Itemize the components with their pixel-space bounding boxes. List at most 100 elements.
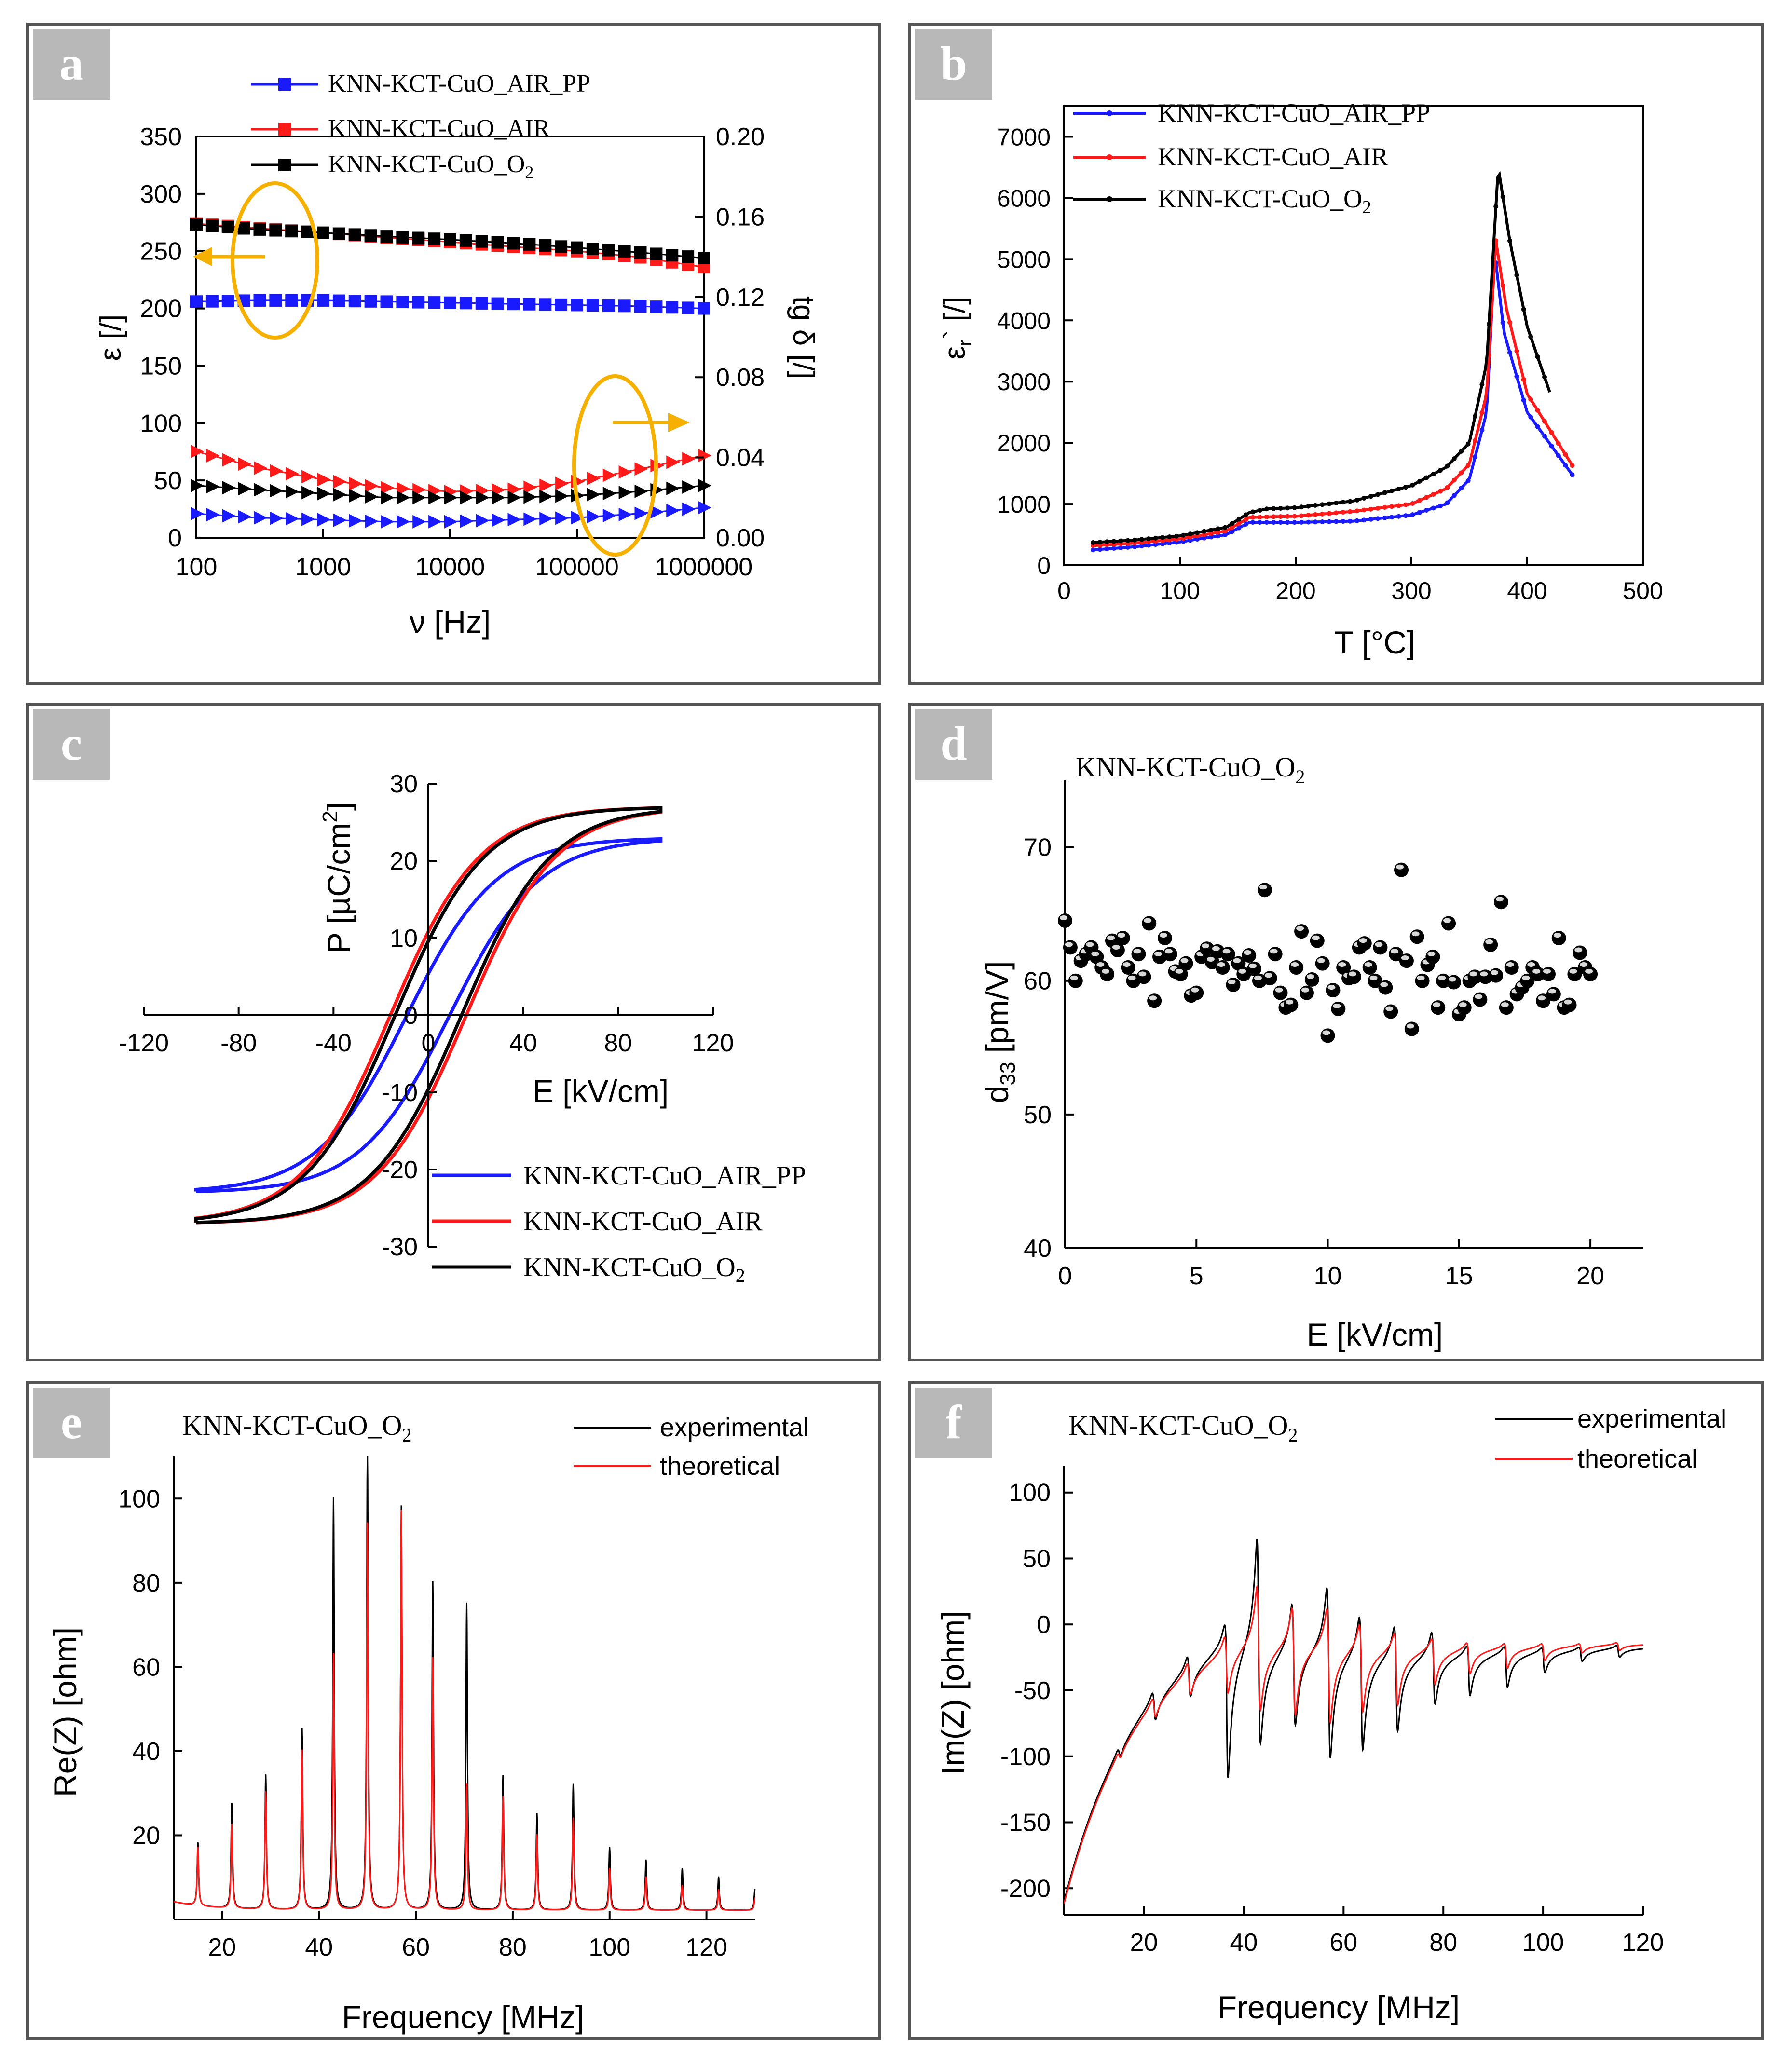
data-point-b [1250, 515, 1256, 520]
data-point-b [1479, 410, 1485, 415]
data-point-highlight-d [1238, 968, 1246, 974]
data-point-square-a [348, 228, 361, 241]
x-tick-label-d: 5 [1190, 1262, 1204, 1290]
data-point-highlight-d [1553, 933, 1561, 938]
data-point-square-a [269, 224, 282, 237]
data-point-b [1222, 532, 1228, 537]
data-point-highlight-d [1495, 897, 1504, 902]
x-tick-label-f: 60 [1329, 1929, 1357, 1957]
data-point-square-a [571, 241, 583, 254]
data-point-b [1424, 475, 1429, 480]
data-point-b [1375, 492, 1381, 497]
y-tick-label-f: -50 [1014, 1677, 1051, 1705]
data-point-triangle-a [698, 501, 711, 515]
data-point-highlight-d [1538, 995, 1546, 1001]
data-point-b [1257, 508, 1262, 513]
data-point-square-a [253, 223, 266, 236]
y-axis-label-b: εr` [/] [938, 297, 976, 360]
data-point-b [1347, 518, 1353, 524]
data-point-triangle-a [618, 465, 632, 479]
data-point-triangle-a [555, 476, 569, 490]
data-point-triangle-a [587, 488, 601, 502]
data-point-highlight-d [1506, 962, 1514, 967]
badge-b-label: b [940, 37, 967, 90]
data-point-highlight-d [1164, 949, 1173, 954]
legend-c: KNN-KCT-CuO_AIR_PP KNN-KCT-CuO_AIR KNN-K… [432, 1161, 806, 1286]
data-point-b [1389, 515, 1395, 520]
x-tick-label-f: 20 [1130, 1929, 1158, 1957]
y-tick-label-e: 60 [132, 1653, 160, 1681]
data-point-b [1570, 463, 1575, 468]
data-point-b [1417, 498, 1422, 503]
data-point-square-a [507, 237, 520, 250]
series-line-b [1093, 240, 1574, 547]
data-point-highlight-d [1296, 926, 1304, 931]
data-point-b [1528, 334, 1533, 339]
x-tick-label-a: 100000 [535, 553, 619, 581]
data-point-b [1465, 478, 1471, 483]
data-point-highlight-d [1448, 977, 1456, 982]
data-point-triangle-a [682, 480, 696, 494]
data-point-b [1167, 534, 1172, 540]
data-point-triangle-a [365, 490, 379, 504]
x-axis-label-a: ν [Hz] [410, 604, 491, 640]
data-point-b [1334, 510, 1339, 516]
panel-badges: a b c d e f [33, 29, 992, 1458]
y-tick-label-f: -100 [1000, 1743, 1051, 1771]
data-point-highlight-d [1469, 971, 1477, 977]
data-point-triangle-a [349, 514, 363, 528]
y-tick-label-a: 50 [154, 467, 182, 495]
data-point-b [1125, 538, 1130, 543]
x-tick-label-c: -120 [119, 1029, 169, 1057]
data-point-triangle-a [634, 506, 648, 520]
legend-a-item-1: KNN-KCT-CuO_AIR_PP [251, 70, 590, 97]
data-point-b [1535, 354, 1540, 359]
data-point-b [1334, 519, 1339, 524]
data-point-highlight-d [1233, 958, 1241, 963]
data-point-square-a [285, 294, 298, 307]
data-point-b [1451, 477, 1457, 483]
data-point-highlight-d [1411, 931, 1420, 937]
data-point-b [1528, 414, 1533, 420]
badge-d-label: d [940, 717, 967, 770]
data-point-b [1361, 496, 1367, 501]
data-point-triangle-a [206, 449, 220, 463]
data-point-b [1445, 500, 1450, 505]
data-point-b [1236, 521, 1242, 526]
y-tick-label-d: 40 [1024, 1235, 1052, 1263]
y-axis-label-d: d33 [pm/V] [979, 961, 1020, 1103]
data-point-square-a [237, 222, 250, 235]
x-tick-label-d: 15 [1445, 1262, 1473, 1290]
x-tick-label-a: 100 [176, 553, 218, 581]
data-point-b [1424, 495, 1429, 500]
data-point-triangle-a [397, 490, 410, 504]
data-point-square-a [523, 238, 536, 251]
data-point-b [1306, 504, 1311, 509]
data-point-highlight-d [1391, 949, 1399, 954]
data-point-square-a [380, 230, 393, 243]
data-point-highlight-d [1180, 958, 1189, 963]
x-axis-label-d: E [kV/cm] [1307, 1317, 1443, 1352]
data-point-b [1222, 525, 1228, 530]
data-point-b [1431, 505, 1436, 511]
data-point-triangle-a [381, 515, 395, 529]
data-point-b [1528, 397, 1533, 402]
data-point-square-a [698, 302, 710, 315]
x-tick-label-b: 500 [1623, 577, 1663, 604]
data-point-b [1459, 470, 1464, 476]
data-point-b [1514, 374, 1519, 379]
data-point-highlight-d [1112, 944, 1120, 950]
data-point-highlight-d [1459, 1002, 1467, 1007]
badge-c-label: c [61, 717, 82, 770]
data-point-triangle-a [507, 513, 521, 527]
legend-f-item-1: experimental [1495, 1404, 1726, 1433]
data-point-square-a [412, 231, 425, 245]
data-point-square-a [332, 227, 345, 240]
data-point-b [1451, 456, 1457, 462]
panel-d-frame [908, 703, 1764, 1361]
legend-b-item-3: KNN-KCT-CuO_O2 [1073, 184, 1371, 218]
data-point-b [1410, 512, 1415, 517]
legend-f-item-2: theoretical [1495, 1444, 1697, 1473]
data-point-highlight-d [1306, 974, 1314, 979]
